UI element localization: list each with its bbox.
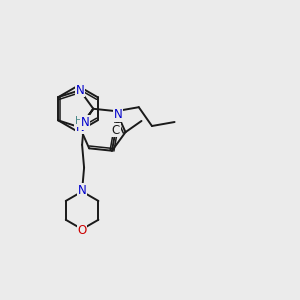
Text: N: N (75, 121, 84, 134)
Text: N: N (78, 184, 86, 197)
Text: N: N (114, 108, 123, 121)
Text: O: O (77, 224, 87, 237)
Text: N: N (75, 84, 84, 97)
Text: N: N (81, 116, 90, 129)
Text: N: N (78, 184, 86, 197)
Text: H: H (75, 116, 83, 126)
Text: C: C (112, 124, 120, 137)
